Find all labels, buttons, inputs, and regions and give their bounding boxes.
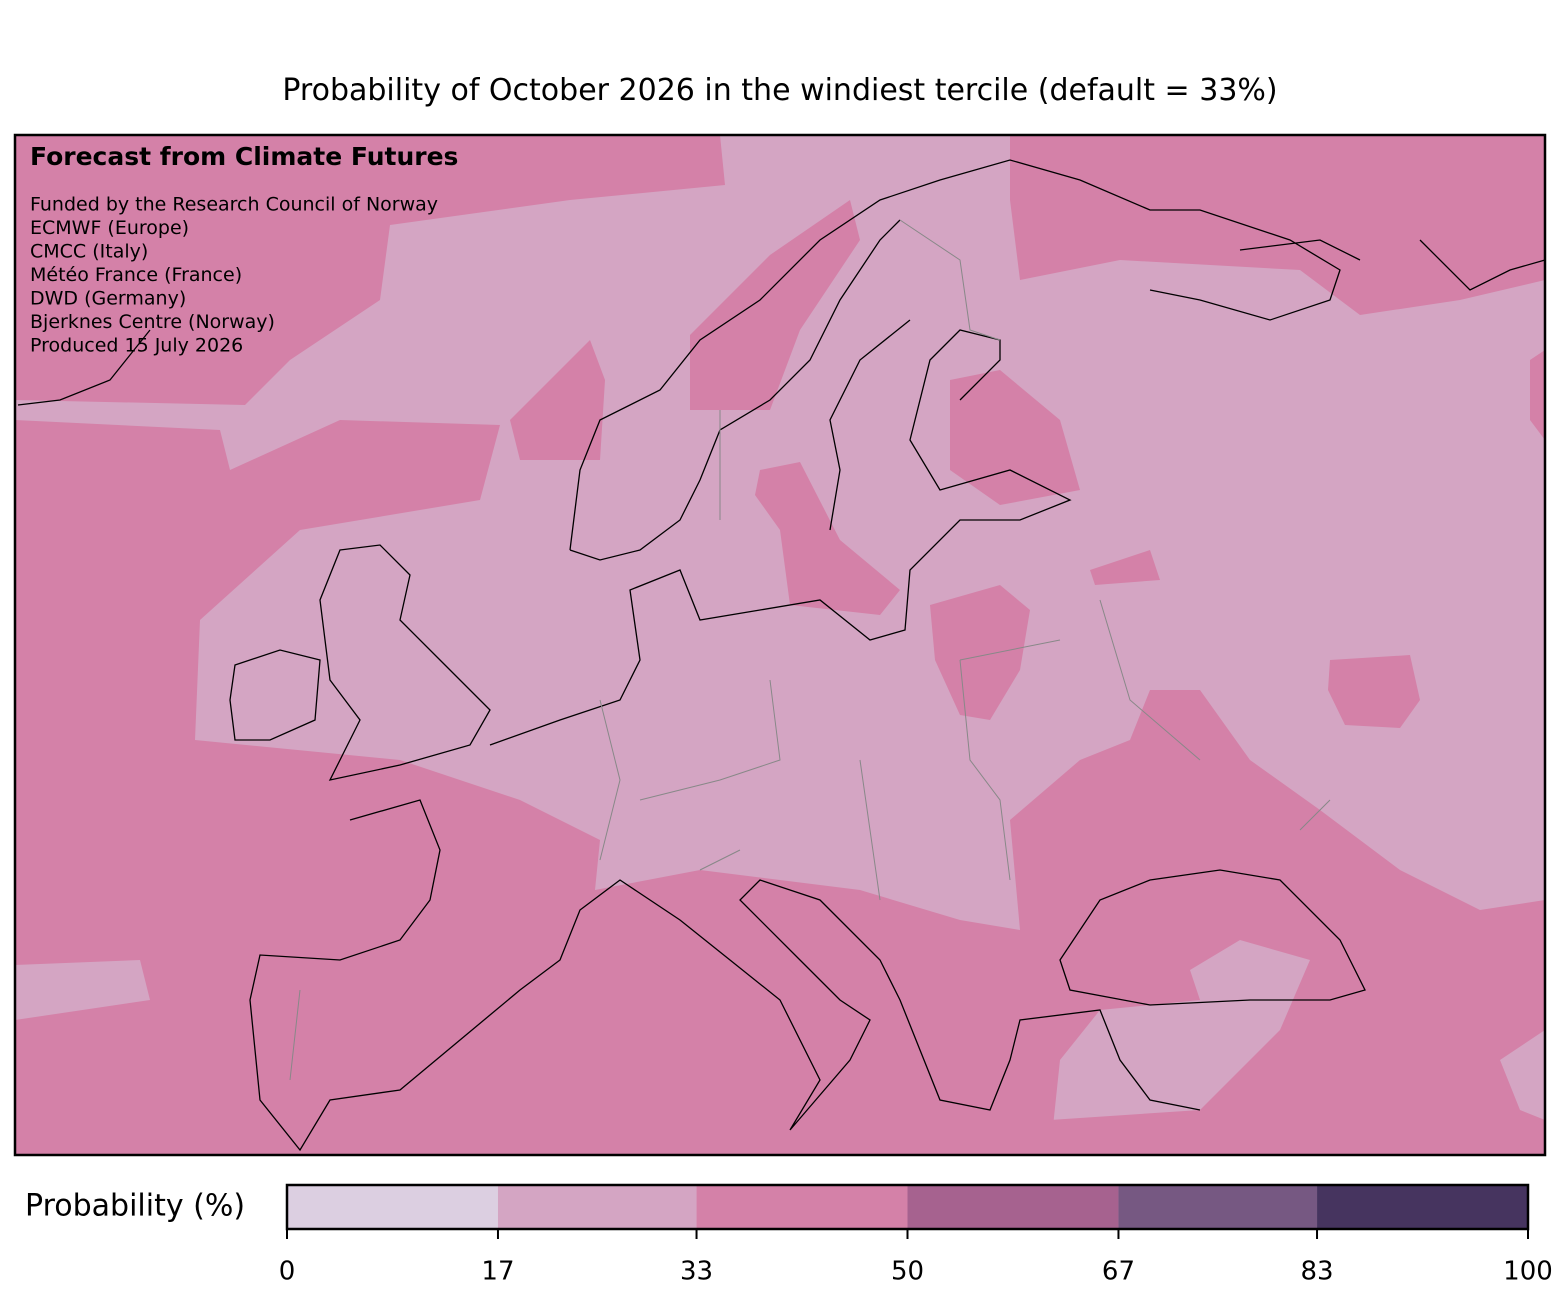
region-33-50 bbox=[930, 585, 1030, 720]
tick-label: 0 bbox=[279, 1257, 296, 1287]
tick-label: 67 bbox=[1102, 1257, 1135, 1287]
credit-line: Funded by the Research Council of Norway bbox=[30, 194, 438, 216]
region-33-50 bbox=[1530, 350, 1545, 440]
map bbox=[13, 133, 1547, 1157]
credit-line: Bjerknes Centre (Norway) bbox=[30, 311, 275, 333]
region-33-50 bbox=[15, 420, 1545, 1155]
credits: Funded by the Research Council of Norway… bbox=[30, 194, 438, 357]
colorbar-segment bbox=[1118, 1185, 1318, 1229]
title: Probability of October 2026 in the windi… bbox=[282, 73, 1277, 108]
credit-line: DWD (Germany) bbox=[30, 288, 186, 310]
region-33-50 bbox=[755, 462, 900, 615]
colorbar-segment bbox=[497, 1185, 697, 1229]
map-frame bbox=[13, 133, 1547, 1157]
credit-line: ECMWF (Europe) bbox=[30, 217, 189, 239]
region-33-50 bbox=[1090, 550, 1160, 585]
country-borders bbox=[289, 219, 1331, 1081]
region-33-50 bbox=[510, 340, 605, 460]
tick-label: 83 bbox=[1300, 1257, 1333, 1287]
region-33-50 bbox=[1328, 655, 1420, 728]
credit-line: CMCC (Italy) bbox=[30, 241, 148, 263]
credit-line: Produced 15 July 2026 bbox=[30, 335, 243, 357]
colorbar-segment bbox=[287, 1185, 498, 1229]
colorbar-label: Probability (%) bbox=[25, 1189, 245, 1224]
tick-label: 33 bbox=[680, 1257, 713, 1287]
coastlines bbox=[17, 159, 1546, 1152]
tick-label: 100 bbox=[1503, 1257, 1553, 1287]
tick-label: 17 bbox=[481, 1257, 514, 1287]
colorbar-segment bbox=[907, 1185, 1119, 1229]
colorbar-segment bbox=[696, 1185, 908, 1229]
region-33-50 bbox=[950, 370, 1080, 505]
colorbar-segment bbox=[1317, 1185, 1528, 1229]
credit-line: Météo France (France) bbox=[30, 264, 242, 286]
forecast-heading: Forecast from Climate Futures bbox=[30, 142, 458, 171]
colorbar: 0 17 33 50 67 83 100 bbox=[279, 1183, 1553, 1287]
region-33-50 bbox=[15, 135, 725, 405]
region-33-50 bbox=[690, 200, 860, 410]
region-33-50 bbox=[1010, 135, 1545, 315]
tick-label: 50 bbox=[891, 1257, 924, 1287]
